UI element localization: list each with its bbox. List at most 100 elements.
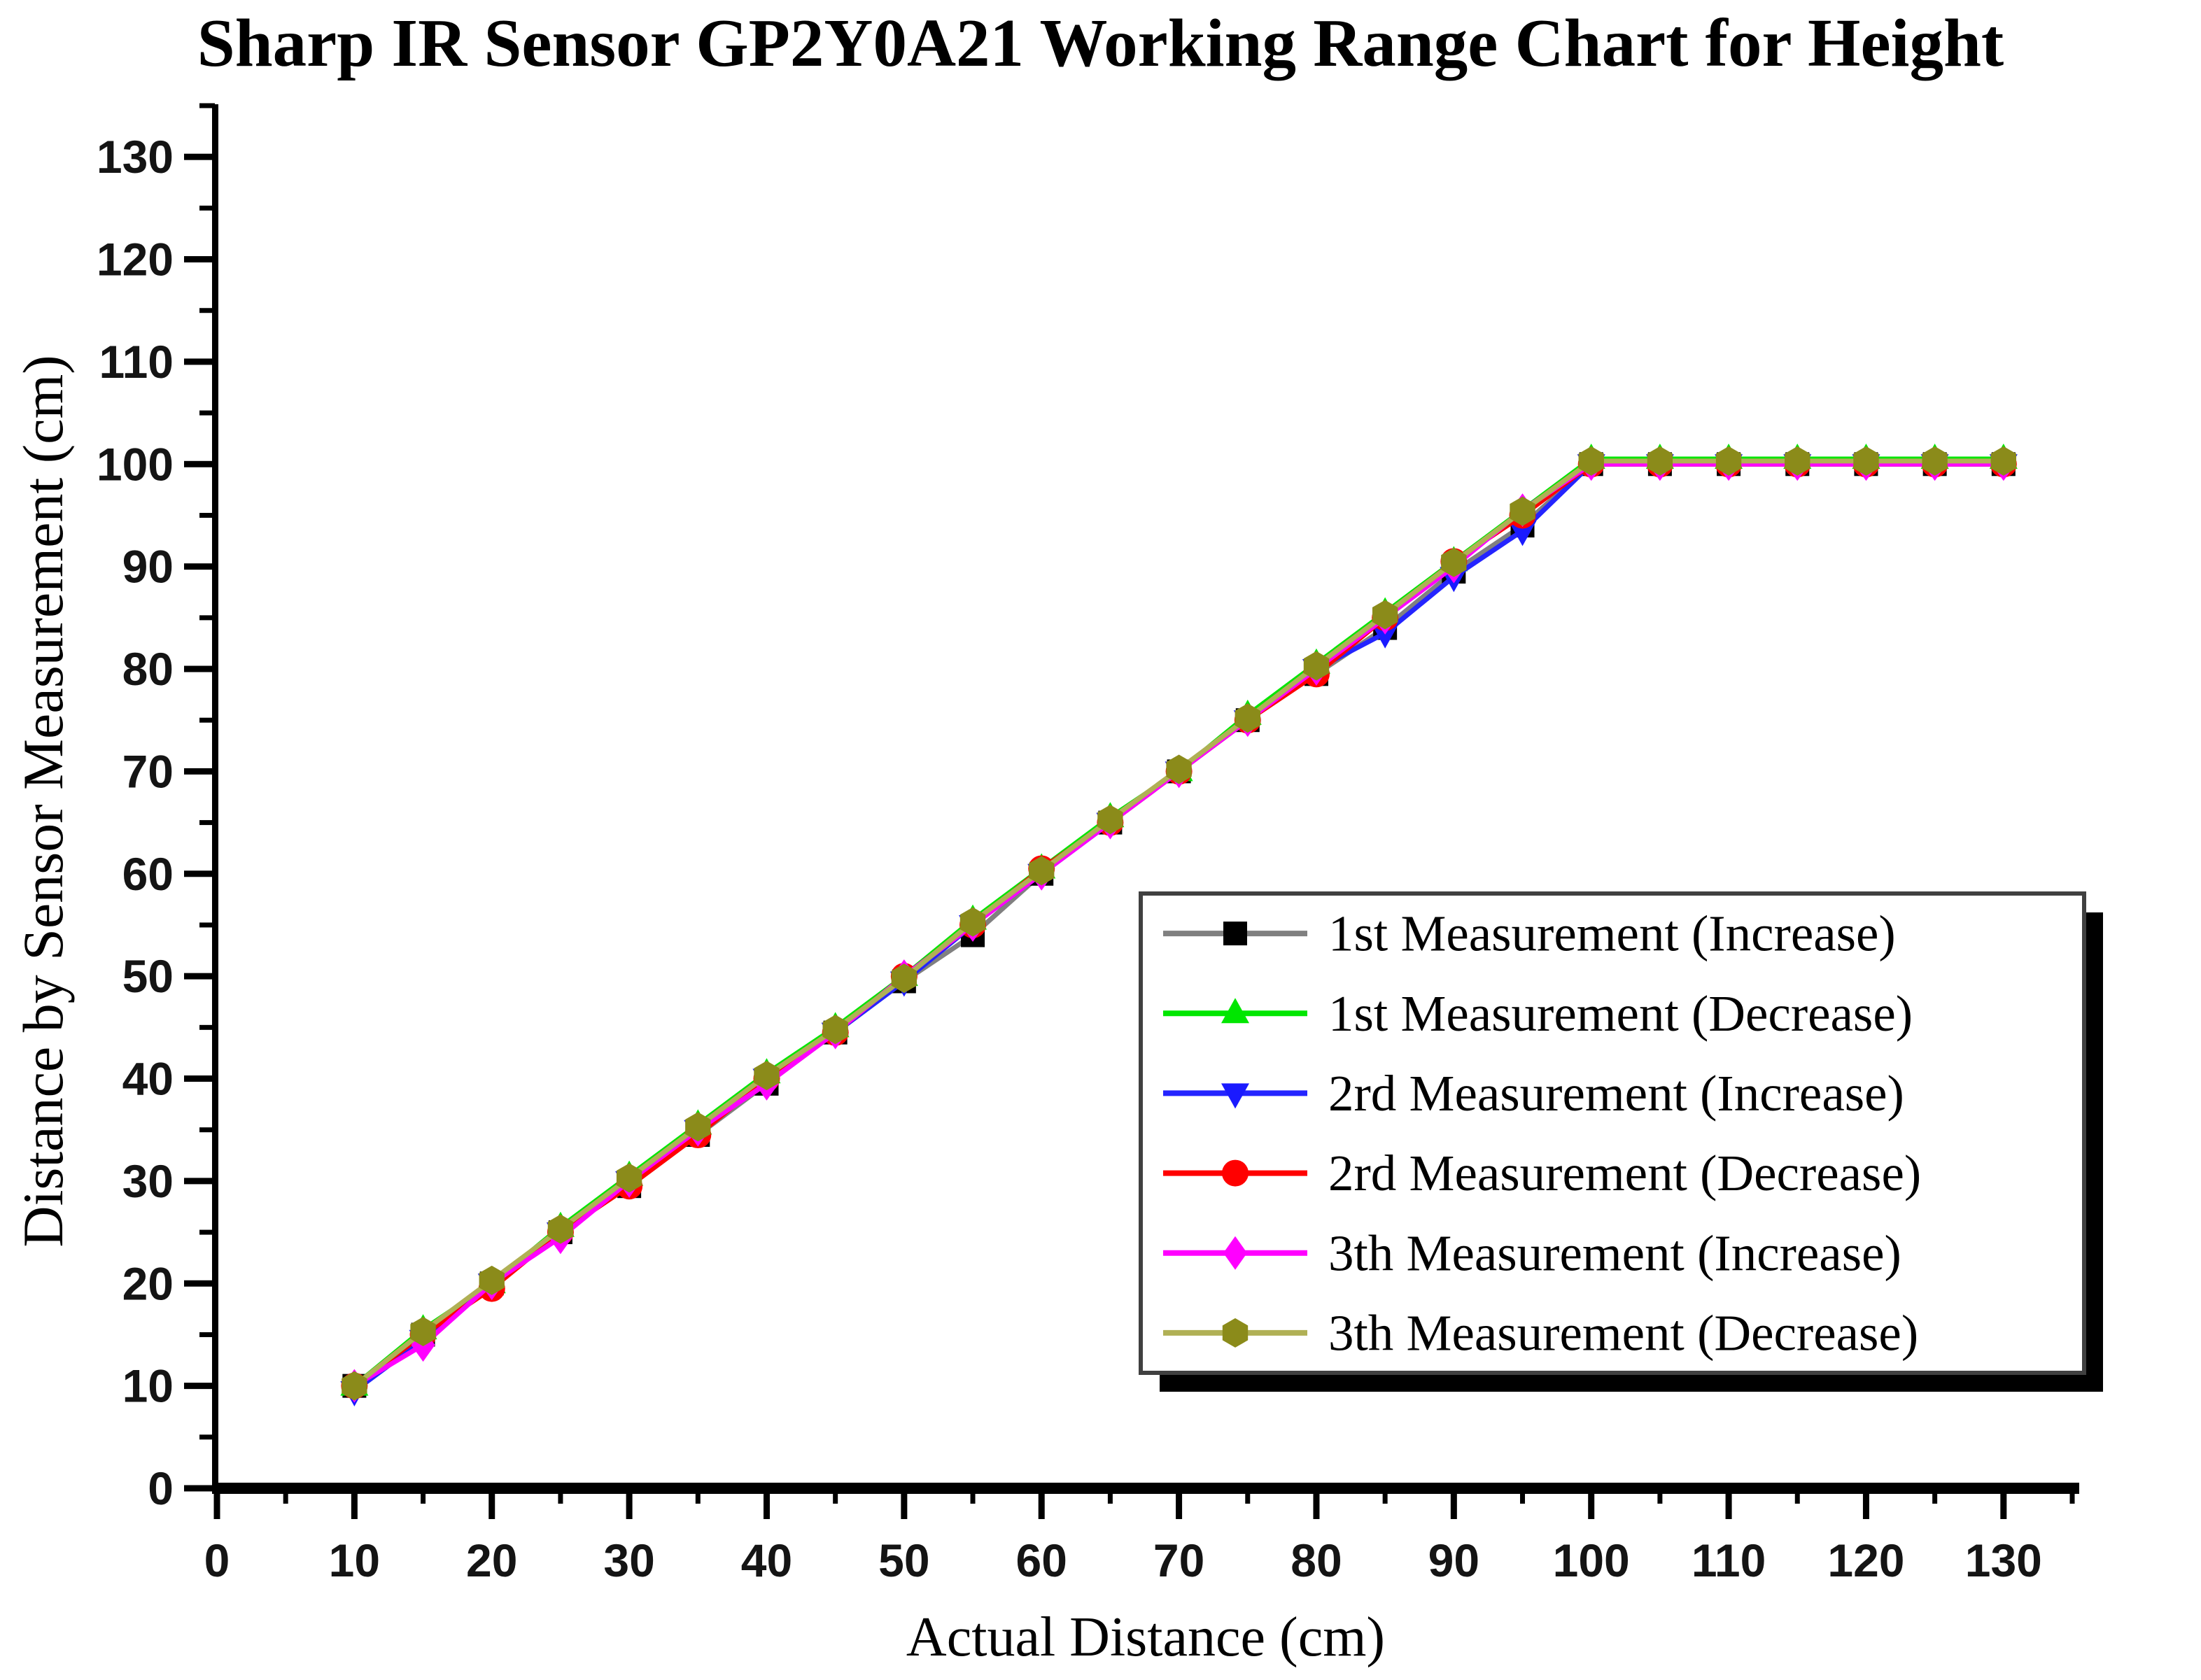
- x-minor-tick: [1520, 1488, 1526, 1504]
- x-major-tick: [1588, 1488, 1595, 1519]
- y-major-tick: [184, 665, 215, 672]
- hexagon-marker: [754, 1061, 780, 1091]
- y-tick-label: 50: [122, 950, 174, 1002]
- hexagon-marker: [1235, 703, 1260, 733]
- x-major-tick: [1725, 1488, 1732, 1519]
- triangle-up-marker: [1221, 998, 1249, 1024]
- legend-box: [1139, 891, 2086, 1375]
- legend-item: 2rd Measurement (Increase): [1163, 1065, 1904, 1122]
- y-tick-label: 120: [97, 234, 174, 285]
- y-minor-tick: [199, 820, 215, 826]
- y-minor-tick: [199, 1229, 215, 1235]
- hexagon-marker: [410, 1317, 436, 1347]
- x-minor-tick: [1382, 1488, 1388, 1504]
- y-tick-label: 70: [122, 745, 174, 797]
- hexagon-marker: [1853, 446, 1879, 476]
- hexagon-marker: [1578, 446, 1604, 476]
- y-minor-tick: [199, 103, 215, 108]
- hexagon-marker: [1303, 651, 1330, 681]
- y-major-tick: [184, 1485, 215, 1492]
- hexagon-marker: [822, 1015, 848, 1045]
- triangle-down-marker: [1508, 521, 1537, 546]
- x-major-tick: [1038, 1488, 1045, 1519]
- y-tick-label: 10: [122, 1360, 174, 1412]
- hexagon-marker: [1647, 446, 1673, 476]
- legend: 1st Measurement (Increase) 1st Measuremen…: [1139, 891, 2103, 1392]
- y-tick-label: 40: [122, 1053, 174, 1105]
- legend-item: 3th Measurement (Decrease): [1163, 1304, 1918, 1361]
- y-tick-label: 20: [122, 1257, 174, 1309]
- x-minor-tick: [1107, 1488, 1113, 1504]
- hexagon-marker: [685, 1112, 711, 1142]
- x-minor-tick: [970, 1488, 976, 1504]
- hexagon-marker: [1510, 496, 1535, 526]
- x-major-tick: [626, 1488, 633, 1519]
- x-minor-tick: [695, 1488, 701, 1504]
- x-major-tick: [1176, 1488, 1183, 1519]
- legend-item: 3th Measurement (Increase): [1163, 1224, 1901, 1281]
- triangle-down-marker: [1371, 623, 1400, 649]
- x-minor-tick: [1245, 1488, 1251, 1504]
- y-tick-label: 110: [99, 336, 174, 388]
- chart-title: Sharp IR Sensor GP2Y0A21 Working Range C…: [197, 6, 2004, 80]
- x-tick-label: 120: [1827, 1534, 1904, 1586]
- y-minor-tick: [199, 512, 215, 518]
- legend-item-label: 1st Measurement (Decrease): [1328, 985, 1913, 1042]
- x-minor-tick: [421, 1488, 426, 1504]
- x-minor-tick: [2069, 1488, 2075, 1504]
- hexagon-marker: [891, 963, 917, 994]
- y-tick-label: 130: [97, 131, 174, 183]
- legend-item-label: 3th Measurement (Increase): [1328, 1224, 1901, 1281]
- axes: 0 10 20 30 40 50 60 70 80 90 100 110 120 130 0 10 20 30 40…: [97, 103, 2079, 1586]
- y-tick-label: 30: [122, 1155, 174, 1207]
- y-major-tick: [184, 563, 215, 570]
- x-tick-label: 90: [1428, 1534, 1479, 1586]
- x-tick-label: 60: [1016, 1534, 1067, 1586]
- legend-item-label: 2rd Measurement (Increase): [1328, 1065, 1904, 1122]
- hexagon-marker: [1166, 754, 1192, 784]
- x-tick-label: 0: [204, 1534, 230, 1586]
- x-minor-tick: [1657, 1488, 1663, 1504]
- x-major-tick: [213, 1488, 220, 1519]
- y-major-tick: [184, 1075, 215, 1082]
- y-axis-line: [212, 104, 218, 1494]
- hexagon-marker: [1922, 446, 1948, 476]
- x-major-tick: [763, 1488, 770, 1519]
- x-tick-label: 50: [878, 1534, 929, 1586]
- x-major-tick: [1313, 1488, 1320, 1519]
- hexagon-marker: [1372, 600, 1398, 630]
- x-minor-tick: [833, 1488, 838, 1504]
- x-axis-line: [212, 1483, 2079, 1494]
- x-tick-label: 10: [329, 1534, 380, 1586]
- diamond-marker: [1223, 1236, 1247, 1270]
- x-tick-label: 40: [741, 1534, 792, 1586]
- triangle-down-marker: [1221, 1083, 1249, 1109]
- legend-item-label: 3th Measurement (Decrease): [1328, 1304, 1918, 1361]
- y-major-tick: [184, 153, 215, 160]
- y-minor-tick: [199, 205, 215, 211]
- hexagon-marker: [1990, 446, 2017, 476]
- y-tick-label: 60: [122, 848, 174, 900]
- hexagon-marker: [547, 1214, 574, 1244]
- x-tick-label: 70: [1153, 1534, 1204, 1586]
- y-minor-tick: [199, 308, 215, 313]
- x-major-tick: [1862, 1488, 1869, 1519]
- hexagon-marker: [959, 907, 986, 937]
- hexagon-marker: [1222, 1318, 1249, 1348]
- y-minor-tick: [199, 1332, 215, 1337]
- hexagon-marker: [479, 1265, 505, 1295]
- x-minor-tick: [558, 1488, 563, 1504]
- y-minor-tick: [199, 922, 215, 928]
- y-minor-tick: [199, 1024, 215, 1030]
- y-tick-label: 0: [148, 1462, 174, 1514]
- hexagon-marker: [1441, 547, 1467, 577]
- y-tick-label: 90: [122, 541, 174, 593]
- x-tick-label: 130: [1965, 1534, 2042, 1586]
- legend-item-label: 1st Measurement (Increase): [1328, 905, 1896, 962]
- y-minor-tick: [199, 1434, 215, 1440]
- x-tick-label: 80: [1291, 1534, 1342, 1586]
- circle-marker: [1222, 1159, 1249, 1187]
- x-minor-tick: [1932, 1488, 1938, 1504]
- y-minor-tick: [199, 615, 215, 621]
- x-major-tick: [488, 1488, 495, 1519]
